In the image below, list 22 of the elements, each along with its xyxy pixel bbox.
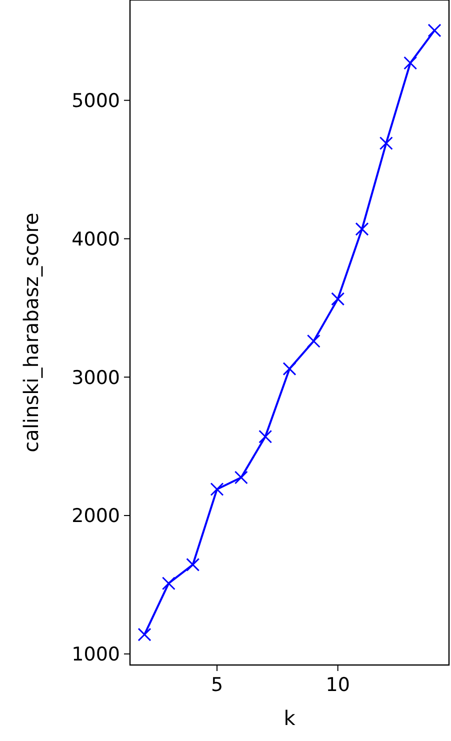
point xyxy=(162,576,176,590)
point xyxy=(404,56,418,70)
x-tick-label: 5 xyxy=(210,674,224,696)
y-tick-label: 3000 xyxy=(72,366,120,389)
x-axis-title: k xyxy=(284,706,296,730)
point xyxy=(234,470,248,484)
point xyxy=(186,558,200,572)
point xyxy=(306,334,320,348)
y-axis-title: calinski_harabasz_score xyxy=(19,212,43,452)
point xyxy=(379,136,393,150)
point xyxy=(258,430,272,444)
y-tick-label: 2000 xyxy=(72,505,120,528)
y-tick-label: 5000 xyxy=(72,90,120,112)
x-tick-label: 10 xyxy=(326,674,350,696)
point xyxy=(138,628,152,642)
point xyxy=(428,24,442,38)
point xyxy=(331,292,345,306)
point xyxy=(282,362,296,376)
y-tick-label: 4000 xyxy=(72,228,120,250)
point xyxy=(355,222,369,236)
y-tick-label: 1000 xyxy=(72,644,120,666)
point xyxy=(210,482,224,496)
